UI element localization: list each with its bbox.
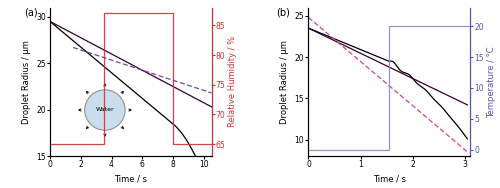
Y-axis label: Droplet Radius / μm: Droplet Radius / μm bbox=[22, 40, 30, 124]
Y-axis label: Droplet Radius / μm: Droplet Radius / μm bbox=[280, 40, 289, 124]
Y-axis label: Temperature / °C: Temperature / °C bbox=[486, 46, 496, 118]
X-axis label: Time / s: Time / s bbox=[372, 175, 406, 184]
Text: (a): (a) bbox=[24, 8, 38, 17]
Text: (b): (b) bbox=[276, 8, 290, 17]
X-axis label: Time / s: Time / s bbox=[114, 175, 148, 184]
Y-axis label: Relative Humidity / %: Relative Humidity / % bbox=[228, 36, 237, 127]
